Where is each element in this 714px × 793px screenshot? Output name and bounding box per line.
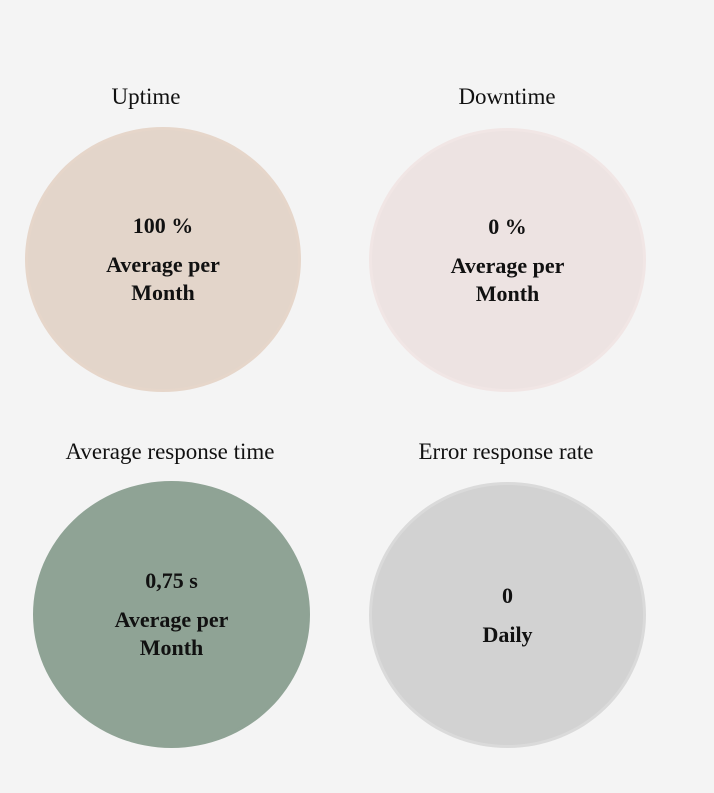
response-time-card: 0,75 s Average per Month bbox=[33, 481, 310, 748]
error-rate-title: Error response rate bbox=[418, 439, 594, 464]
response-time-title: Average response time bbox=[65, 439, 275, 464]
response-time-value: 0,75 s bbox=[145, 568, 198, 593]
uptime-title: Uptime bbox=[111, 84, 181, 109]
response-time-label: Average per Month bbox=[114, 607, 229, 660]
uptime-label: Average per Month bbox=[106, 252, 220, 305]
downtime-label: Average per Month bbox=[450, 252, 565, 306]
uptime-card: 100 % Average per Month bbox=[25, 127, 301, 392]
downtime-title: Downtime bbox=[458, 84, 556, 109]
downtime-card: 0 % Average per Month bbox=[369, 128, 646, 392]
downtime-value: 0 % bbox=[488, 213, 527, 239]
error-rate-label: Daily bbox=[482, 621, 533, 647]
uptime-value: 100 % bbox=[132, 213, 194, 238]
error-rate-value: 0 bbox=[502, 582, 513, 608]
error-rate-card: 0 Daily bbox=[369, 482, 646, 748]
